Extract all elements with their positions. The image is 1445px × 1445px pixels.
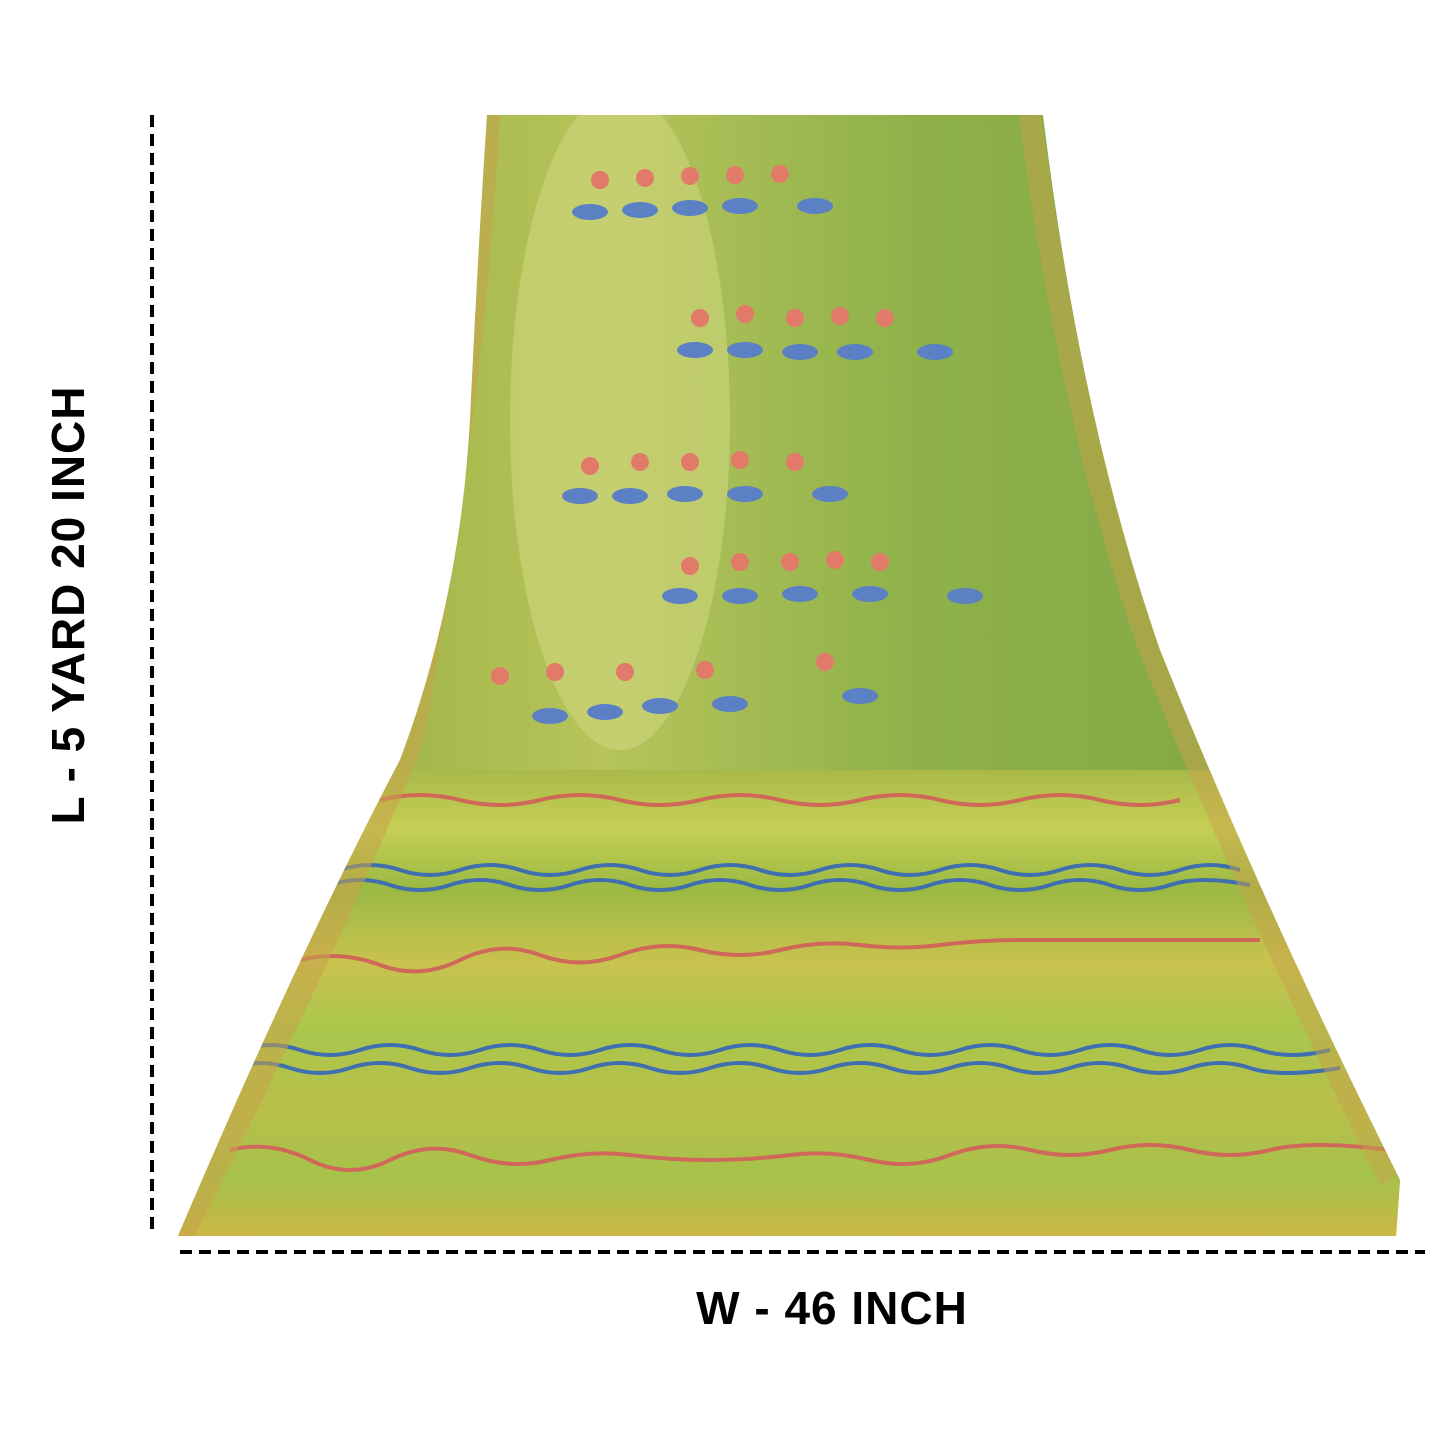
vine-band (229, 1143, 1391, 1172)
saree (178, 115, 1400, 1236)
sheen (510, 115, 730, 750)
wave-band (229, 1043, 1341, 1075)
right-border (1019, 115, 1400, 1185)
wave-band (329, 863, 1251, 892)
pallu-motifs (229, 793, 1391, 1172)
vine-border (379, 793, 1181, 807)
leaf-motifs (532, 198, 983, 724)
length-label: L - 5 YARD 20 INCH (42, 386, 94, 825)
pallu (178, 770, 1400, 1236)
vine-band (299, 938, 1260, 974)
width-label: W - 46 INCH (696, 1282, 968, 1334)
flower-motifs (491, 165, 894, 685)
